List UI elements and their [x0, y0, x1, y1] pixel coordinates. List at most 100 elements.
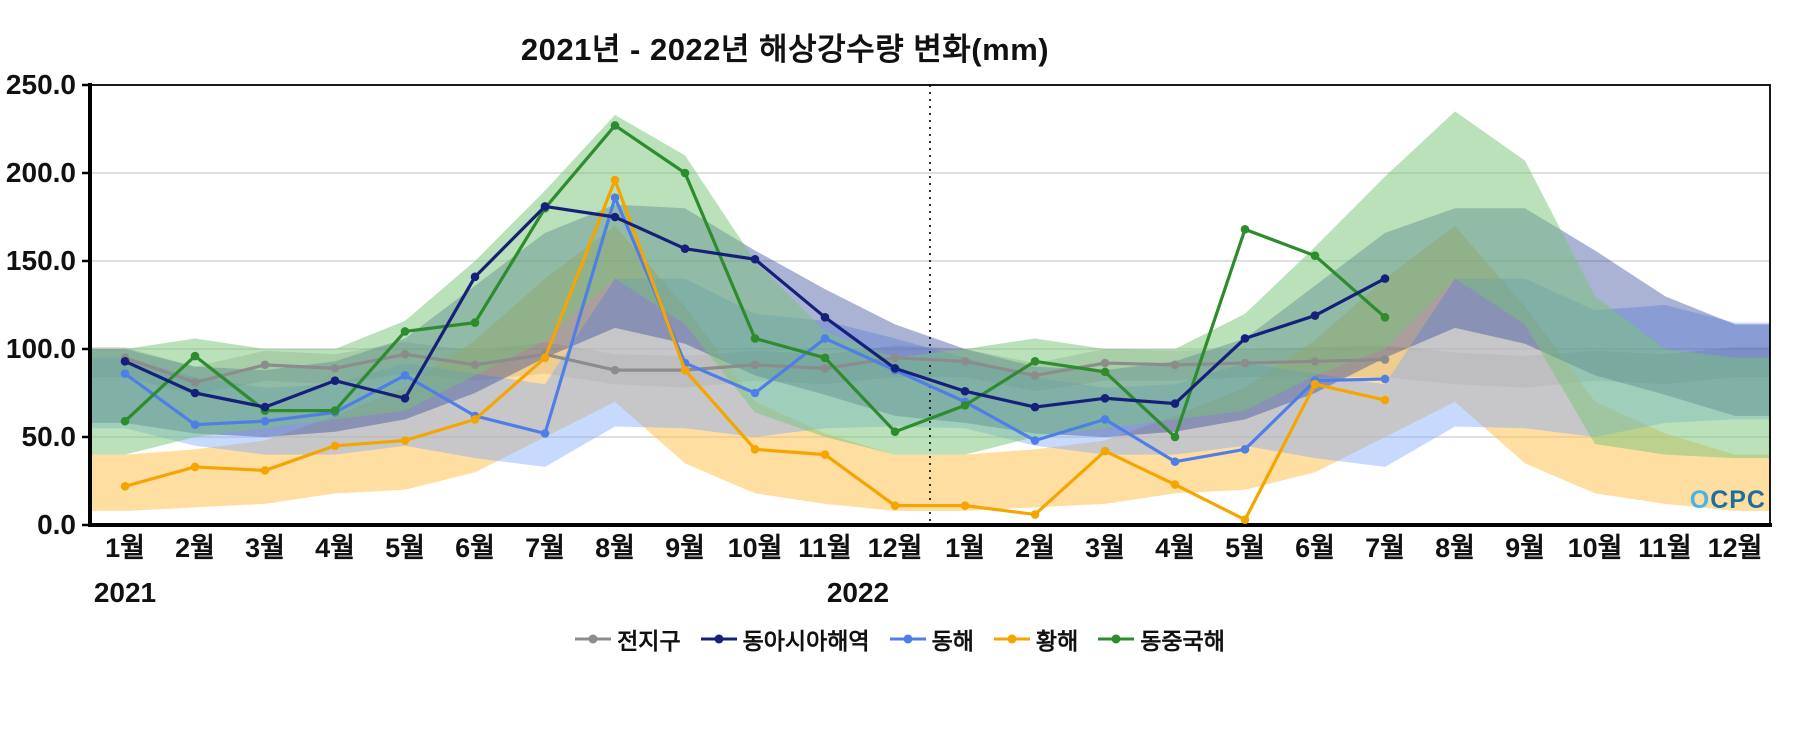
legend-marker-icon: [889, 634, 926, 644]
legend-label: 동해: [931, 628, 974, 654]
band-3: [90, 225, 1770, 511]
band-4: [90, 111, 1770, 459]
y-tick-label: 100.0: [6, 333, 76, 364]
x-tick-label: 1월: [945, 533, 985, 563]
x-tick-label: 10월: [728, 533, 783, 563]
series-marker-1: [680, 244, 690, 253]
series-marker-4: [820, 353, 830, 363]
series-marker-2: [540, 429, 550, 438]
legend-label: 황해: [1035, 628, 1079, 654]
series-marker-0: [890, 353, 900, 363]
series-marker-1: [1310, 311, 1320, 320]
series-marker-2: [120, 369, 130, 378]
series-marker-0: [610, 365, 620, 375]
series-marker-3: [820, 450, 830, 459]
series-marker-4: [680, 168, 690, 178]
legend-label: 전지구: [617, 628, 681, 654]
series-marker-1: [190, 388, 200, 398]
series-marker-2: [260, 416, 270, 426]
legend-item-0: 전지구: [575, 622, 681, 656]
series-marker-3: [1240, 515, 1250, 525]
series-marker-2: [1170, 457, 1180, 466]
logo-letter: O: [1689, 486, 1711, 514]
series-marker-3: [610, 175, 620, 185]
x-tick-label: 4월: [1155, 533, 1195, 563]
y-tick-label: 150.0: [6, 245, 76, 276]
x-tick-label: 5월: [385, 533, 425, 563]
series-marker-1: [400, 393, 410, 403]
y-tick-label: 200.0: [6, 157, 76, 188]
series-marker-3: [1380, 395, 1390, 405]
series-marker-1: [1240, 334, 1250, 343]
x-tick-label: 9월: [1505, 533, 1545, 563]
series-marker-2: [1240, 445, 1250, 454]
precipitation-line-chart: 0.0 50.0 100.0 150.0 200.0 250.0 1월 2월 3월 4월 5월 6월 7…: [6, 69, 1772, 608]
series-marker-1: [960, 386, 970, 396]
x-tick-label: 3월: [1085, 533, 1125, 563]
series-marker-0: [470, 360, 480, 370]
series-marker-4: [120, 416, 130, 426]
x-tick-label: 12월: [868, 533, 923, 563]
series-marker-0: [400, 349, 410, 359]
series-marker-3: [960, 501, 970, 510]
series-marker-4: [1100, 367, 1110, 377]
x-tick-label: 2월: [1015, 533, 1055, 563]
series-marker-4: [1170, 432, 1180, 442]
y-tick-label: 250.0: [6, 69, 76, 100]
series-marker-2: [190, 420, 200, 429]
series-marker-0: [1030, 371, 1040, 380]
x-tick-label: 3월: [245, 533, 285, 563]
series-marker-1: [750, 254, 760, 264]
legend-label: 동아시아해역: [742, 628, 870, 654]
series-marker-2: [750, 388, 760, 398]
ocpc-logo: OCPC: [1690, 486, 1766, 515]
series-marker-2: [1030, 436, 1040, 445]
series-marker-3: [120, 481, 130, 491]
series-marker-4: [400, 327, 410, 336]
series-marker-3: [1030, 510, 1040, 519]
series-marker-0: [1380, 355, 1390, 364]
series-marker-3: [750, 445, 760, 454]
series-marker-4: [190, 351, 200, 361]
series-marker-3: [1170, 480, 1180, 489]
series-marker-0: [190, 378, 200, 387]
series-marker-2: [820, 334, 830, 343]
year-label: 2022: [827, 577, 889, 608]
series-marker-4: [960, 401, 970, 410]
series-marker-4: [330, 406, 340, 415]
series-marker-3: [890, 501, 900, 510]
series-marker-1: [330, 376, 340, 385]
series-marker-4: [610, 121, 620, 130]
x-tick-label: 5월: [1225, 533, 1265, 563]
series-marker-2: [610, 193, 620, 202]
series-marker-3: [540, 353, 550, 363]
legend: 전지구 동아시아해역 동해 황해 동중국해: [0, 622, 1800, 656]
x-tick-label: 2월: [175, 533, 215, 563]
series-marker-4: [1310, 251, 1320, 261]
x-tick-label: 10월: [1568, 533, 1623, 563]
x-tick-label: 6월: [455, 533, 495, 563]
series-marker-1: [470, 272, 480, 282]
series-marker-1: [610, 212, 620, 222]
series-marker-3: [190, 462, 200, 472]
series-marker-1: [260, 402, 270, 412]
series-marker-0: [1310, 357, 1320, 366]
x-tick-label: 11월: [1638, 533, 1691, 563]
legend-item-2: 동해: [889, 622, 974, 656]
series-marker-0: [1100, 358, 1110, 368]
series-marker-4: [1240, 225, 1250, 234]
series-marker-1: [1100, 393, 1110, 403]
y-tick-label: 0.0: [37, 509, 76, 540]
x-tick-label: 7월: [1365, 533, 1405, 563]
series-marker-3: [260, 466, 270, 475]
x-tick-label: 8월: [1435, 533, 1475, 563]
series-marker-1: [890, 364, 900, 373]
series-marker-0: [820, 364, 830, 373]
legend-marker-icon: [700, 634, 737, 644]
y-tick-label: 50.0: [22, 421, 77, 452]
logo-letters: CPC: [1710, 486, 1766, 514]
series-marker-1: [120, 357, 130, 366]
series-marker-0: [1240, 358, 1250, 368]
x-tick-label: 1월: [105, 533, 145, 563]
